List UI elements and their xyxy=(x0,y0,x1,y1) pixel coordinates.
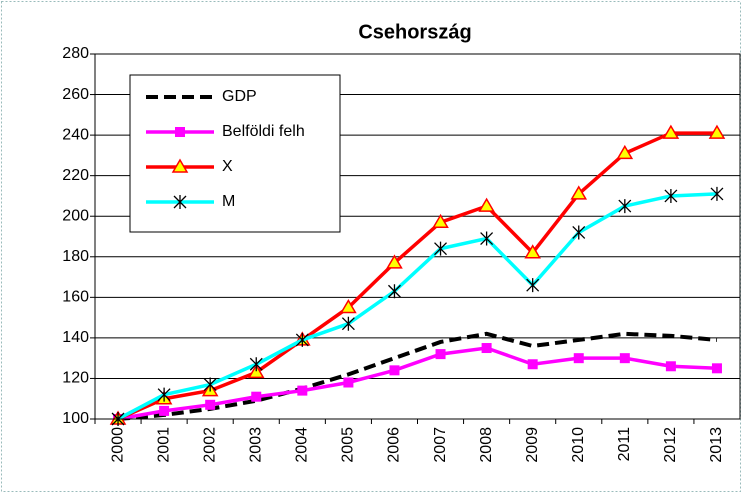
x-tick-label: 2011 xyxy=(616,427,633,462)
x-tick-label: 2003 xyxy=(247,427,264,463)
marker xyxy=(524,244,541,259)
y-tick-label: 120 xyxy=(62,370,89,387)
marker xyxy=(295,332,309,347)
marker xyxy=(618,199,632,214)
grid: 100 120 140 160 180 200 220 240 260 280 2000 2001 20… xyxy=(62,45,740,463)
y-tick-label: 140 xyxy=(62,329,89,346)
marker xyxy=(159,405,170,416)
x-tick-label: 2008 xyxy=(478,427,495,463)
marker xyxy=(388,284,401,299)
x-tick-label: 2002 xyxy=(201,427,218,463)
y-tick-label: 260 xyxy=(62,86,89,103)
x-tick-label: 2005 xyxy=(340,427,357,463)
y-tick-label: 200 xyxy=(62,207,89,224)
marker xyxy=(570,185,588,200)
series-line xyxy=(117,192,718,421)
legend-label: X xyxy=(222,158,233,175)
x-tick-label: 2010 xyxy=(570,427,587,463)
marker xyxy=(665,361,676,372)
marker xyxy=(175,127,185,137)
marker xyxy=(616,144,634,160)
series-line xyxy=(117,346,718,421)
legend-label: Belföldi felh xyxy=(222,123,305,140)
y-tick-label: 280 xyxy=(62,45,89,62)
marker xyxy=(203,377,217,392)
marker xyxy=(480,231,494,246)
marker xyxy=(481,343,492,354)
marker xyxy=(386,254,403,269)
y-tick-label: 100 xyxy=(62,410,89,427)
marker xyxy=(432,213,449,229)
marker xyxy=(527,359,538,370)
x-tick-label: 2004 xyxy=(294,427,311,463)
lines xyxy=(109,124,726,426)
marker xyxy=(708,124,726,139)
marker xyxy=(573,353,584,364)
marker xyxy=(662,124,680,139)
plot-border xyxy=(94,53,741,420)
legend-box xyxy=(129,74,341,233)
marker xyxy=(710,186,724,201)
legend: GDP Belföldi felh X M xyxy=(129,74,341,233)
marker xyxy=(711,363,722,374)
y-tick-label: 240 xyxy=(62,126,89,143)
y-tick-label: 160 xyxy=(62,289,89,306)
legend-label: GDP xyxy=(222,88,257,105)
marker xyxy=(173,195,187,209)
x-tick-label: 2000 xyxy=(109,427,126,463)
x-tick-label: 2001 xyxy=(155,427,172,463)
series-line xyxy=(117,331,718,421)
marker xyxy=(526,278,540,293)
x-tick-label: 2012 xyxy=(662,427,679,463)
marker xyxy=(664,188,678,203)
marker xyxy=(619,353,630,364)
marker xyxy=(435,349,446,360)
marker xyxy=(171,158,189,173)
marker xyxy=(251,391,262,402)
marker xyxy=(389,365,400,376)
x-tick-label: 2009 xyxy=(524,427,541,463)
marker xyxy=(343,377,354,388)
series-line xyxy=(117,131,717,421)
x-tick-label: 2013 xyxy=(708,427,725,463)
marker xyxy=(247,363,265,379)
marker xyxy=(572,225,586,240)
y-tick-label: 180 xyxy=(62,248,89,265)
marker xyxy=(205,399,216,410)
marker xyxy=(297,385,308,396)
marker xyxy=(340,298,357,314)
marker xyxy=(341,316,355,331)
y-tick-label: 220 xyxy=(62,167,89,184)
x-tick-label: 2006 xyxy=(386,427,403,463)
chart-title: Csehország xyxy=(358,21,471,43)
marker xyxy=(434,241,447,256)
legend-label: M xyxy=(222,193,235,210)
x-tick-label: 2007 xyxy=(432,427,449,463)
marker xyxy=(157,387,171,402)
marker xyxy=(478,197,495,212)
marker xyxy=(249,357,263,372)
